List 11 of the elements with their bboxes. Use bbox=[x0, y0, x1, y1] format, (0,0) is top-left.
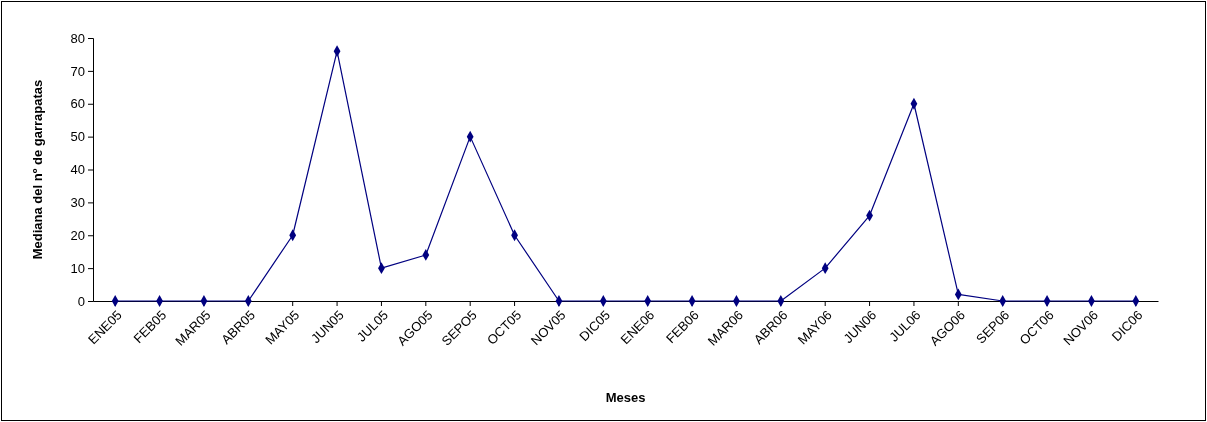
y-tick-label: 10 bbox=[70, 260, 85, 276]
y-tick-label: 60 bbox=[70, 96, 85, 112]
y-tick-label: 40 bbox=[70, 162, 85, 178]
y-tick-label: 20 bbox=[70, 227, 85, 243]
y-tick-label: 50 bbox=[70, 129, 85, 145]
y-tick-label: 0 bbox=[77, 293, 85, 309]
x-axis-title: Meses bbox=[605, 390, 646, 405]
y-tick-label: 80 bbox=[70, 30, 85, 46]
y-tick-label: 30 bbox=[70, 195, 85, 211]
y-tick-label: 70 bbox=[70, 63, 85, 79]
y-axis-title: Mediana del nº de garrapatas bbox=[30, 79, 45, 260]
